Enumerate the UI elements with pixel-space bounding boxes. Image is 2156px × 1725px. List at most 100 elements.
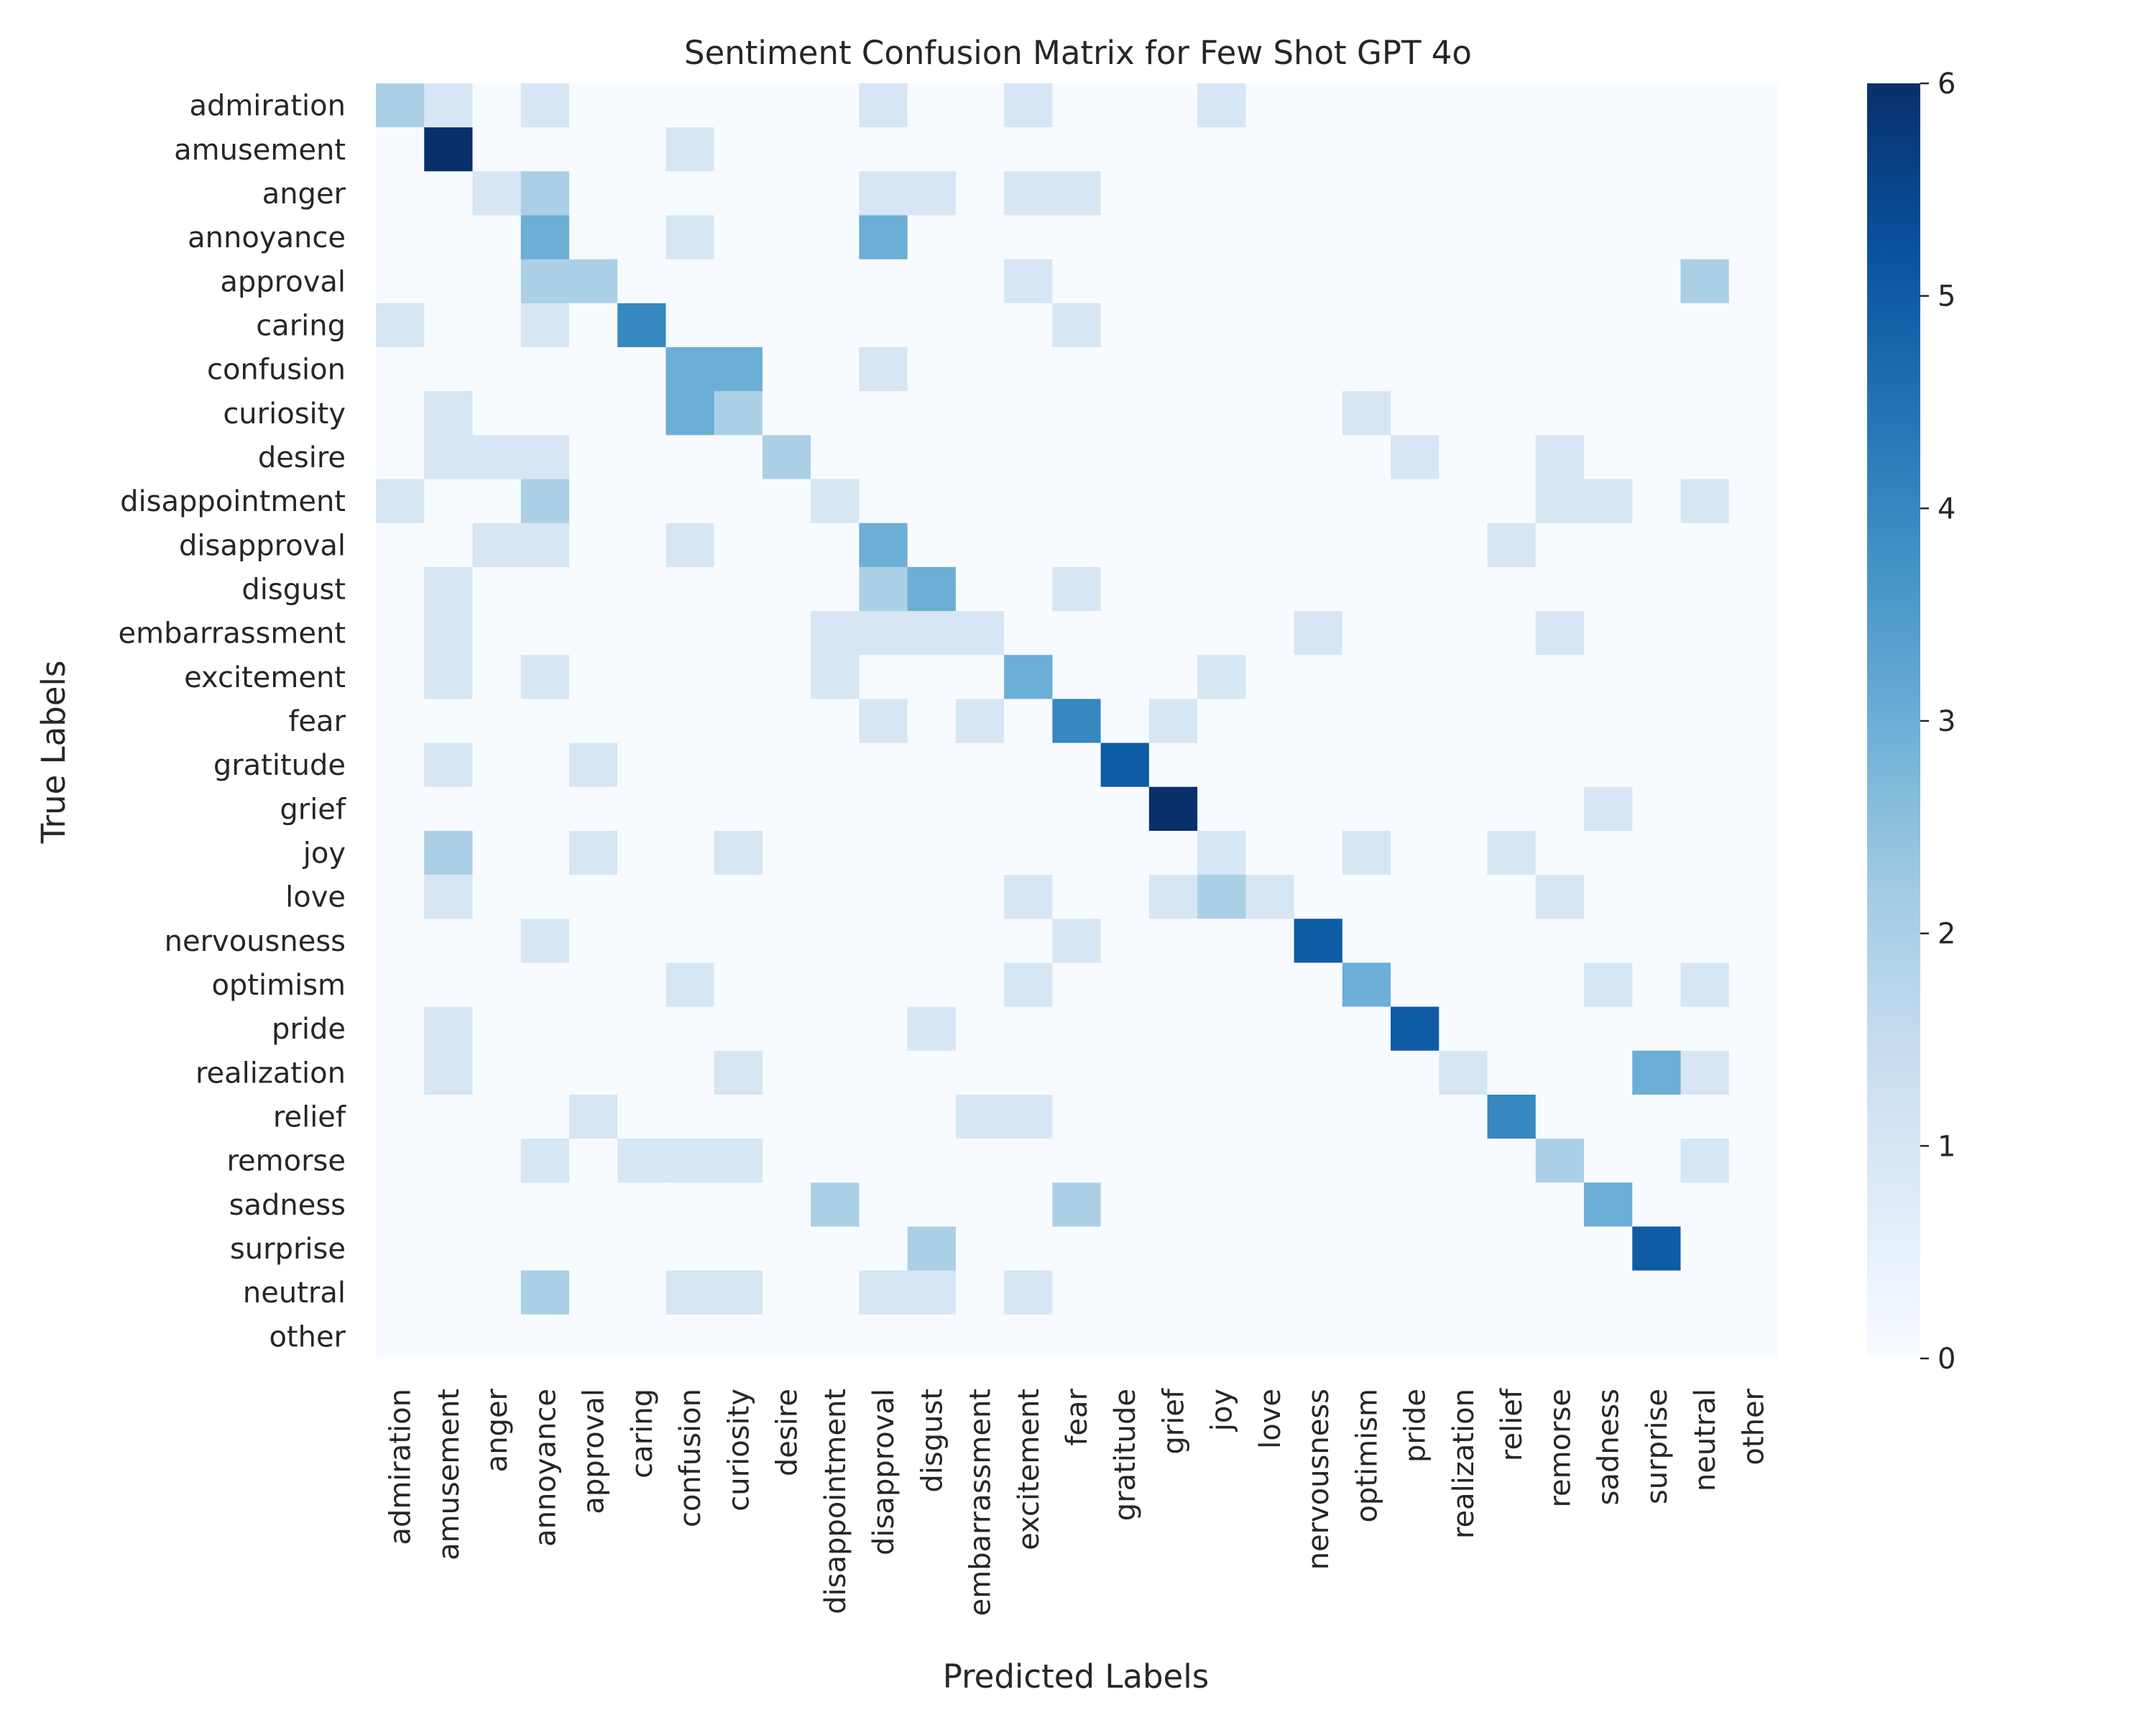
heatmap-cell: [665, 566, 715, 612]
heatmap-cell: [1391, 1226, 1439, 1271]
heatmap-cell: [1294, 83, 1343, 128]
heatmap-cell: [1728, 435, 1778, 480]
heatmap-cell: [617, 962, 667, 1008]
heatmap-cell: [1487, 1314, 1537, 1359]
heatmap-cell: [1245, 1050, 1295, 1095]
heatmap-cell: [955, 742, 1005, 788]
heatmap-cell: [568, 303, 618, 348]
heatmap-cell: [762, 566, 811, 612]
heatmap-cell: [1391, 919, 1439, 964]
heatmap-cell: [376, 83, 425, 128]
heatmap-cell: [520, 655, 570, 700]
heatmap-cell: [1487, 566, 1537, 612]
heatmap-cell: [714, 171, 763, 216]
heatmap-cell: [1535, 1094, 1585, 1139]
heatmap-cell: [1052, 962, 1102, 1008]
heatmap-cell: [1294, 742, 1343, 788]
heatmap-cell: [424, 699, 474, 744]
heatmap-cell: [859, 1006, 908, 1052]
heatmap-cell: [907, 1050, 957, 1095]
heatmap-cell: [1391, 259, 1439, 304]
heatmap-cell: [955, 566, 1005, 612]
heatmap-cell: [811, 919, 860, 964]
x-tick-label: optimism: [1350, 1389, 1383, 1523]
heatmap-cell: [617, 523, 667, 568]
heatmap-cell: [714, 655, 763, 700]
heatmap-cell: [907, 1138, 957, 1183]
heatmap-cell: [1148, 655, 1198, 700]
heatmap-cell: [617, 1050, 667, 1095]
heatmap-cell: [714, 391, 763, 436]
heatmap-cell: [1728, 171, 1778, 216]
heatmap-cell: [617, 699, 667, 744]
heatmap-cell: [1197, 83, 1246, 128]
heatmap-cell: [1584, 1006, 1633, 1052]
heatmap-cell: [1148, 479, 1198, 524]
colorbar-ticks: 0 1 2 3 4 5 6: [1920, 68, 1955, 1376]
heatmap-cell: [1197, 1138, 1246, 1183]
heatmap-cell: [714, 127, 763, 172]
heatmap-cell: [714, 479, 763, 524]
heatmap-cell: [714, 1270, 763, 1315]
heatmap-cell: [1535, 391, 1585, 436]
heatmap-cell: [907, 523, 957, 568]
x-tick-label: confusion: [674, 1389, 707, 1527]
heatmap-cell: [1197, 566, 1246, 612]
heatmap-cell: [1004, 786, 1053, 832]
heatmap-cell: [472, 347, 522, 392]
heatmap-cell: [1680, 391, 1730, 436]
y-tick-label: disappointment: [120, 485, 346, 518]
heatmap-cell: [762, 259, 811, 304]
heatmap-cell: [1294, 786, 1343, 832]
heatmap-cell: [1728, 611, 1778, 656]
heatmap-cell: [472, 1138, 522, 1183]
heatmap-cell: [617, 479, 667, 524]
heatmap-cell: [376, 435, 425, 480]
heatmap-cell: [1342, 655, 1391, 700]
heatmap-cell: [568, 830, 618, 875]
heatmap-cell: [617, 830, 667, 875]
heatmap-cell: [568, 215, 618, 260]
heatmap-cell: [568, 523, 618, 568]
heatmap-cell: [762, 611, 811, 656]
heatmap-cell: [762, 1270, 811, 1315]
heatmap-cell: [1584, 742, 1633, 788]
heatmap-cell: [617, 655, 667, 700]
heatmap-cell: [472, 830, 522, 875]
heatmap-cell: [1728, 259, 1778, 304]
heatmap-cell: [1439, 875, 1488, 919]
heatmap-cell: [1004, 127, 1053, 172]
heatmap-cell: [1342, 962, 1391, 1008]
heatmap-cell: [1632, 742, 1682, 788]
y-tick-label: amusement: [174, 134, 346, 167]
heatmap-cell: [1100, 611, 1150, 656]
heatmap-cell: [714, 435, 763, 480]
heatmap-cell: [472, 127, 522, 172]
heatmap-cell: [376, 127, 425, 172]
heatmap-cell: [1391, 127, 1439, 172]
heatmap-cell: [1680, 699, 1730, 744]
heatmap-cell: [1148, 259, 1198, 304]
heatmap-cell: [907, 830, 957, 875]
heatmap-cell: [1391, 786, 1439, 832]
heatmap-cell: [520, 786, 570, 832]
heatmap-cell: [1439, 566, 1488, 612]
heatmap-cell: [1052, 435, 1102, 480]
heatmap-cell: [714, 742, 763, 788]
heatmap-cell: [617, 875, 667, 919]
heatmap-cell: [568, 1006, 618, 1052]
heatmap-cell: [955, 699, 1005, 744]
heatmap-cell: [1680, 742, 1730, 788]
heatmap-cell: [811, 699, 860, 744]
heatmap-cell: [617, 1270, 667, 1315]
heatmap-cell: [376, 347, 425, 392]
heatmap-cell: [1245, 479, 1295, 524]
heatmap-cell: [907, 875, 957, 919]
heatmap-cell: [811, 127, 860, 172]
heatmap-cell: [376, 742, 425, 788]
heatmap-cell: [907, 215, 957, 260]
heatmap-cell: [1391, 611, 1439, 656]
heatmap-cell: [1487, 303, 1537, 348]
heatmap-cell: [955, 127, 1005, 172]
heatmap-cell: [568, 1094, 618, 1139]
